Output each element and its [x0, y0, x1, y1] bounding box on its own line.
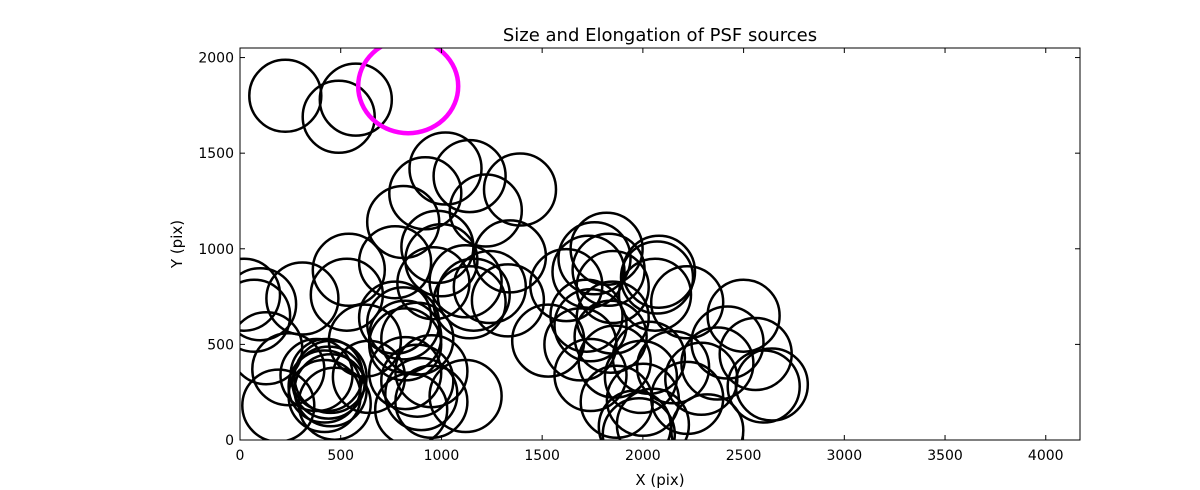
psf-marker	[318, 62, 394, 137]
psf-marker	[265, 261, 340, 336]
psf-marker	[617, 257, 693, 332]
chart-title: Size and Elongation of PSF sources	[503, 25, 817, 46]
psf-marker	[248, 58, 323, 134]
psf-marker	[241, 368, 316, 440]
y-tick-label: 2000	[198, 51, 234, 67]
psf-marker	[549, 278, 624, 353]
psf-marker	[601, 397, 677, 440]
y-axis: 0 500 1000 1500 2000	[198, 51, 1080, 449]
psf-marker	[603, 339, 679, 415]
psf-marker	[373, 372, 449, 440]
psf-marker	[396, 245, 471, 321]
psf-marker	[367, 335, 443, 411]
x-tick-label: 2000	[625, 448, 661, 464]
psf-marker	[251, 331, 326, 407]
psf-marker	[448, 173, 524, 248]
plot-frame	[239, 47, 1081, 441]
y-tick-label: 500	[207, 337, 234, 353]
psf-marker	[428, 244, 503, 319]
psf-marker	[384, 356, 459, 432]
psf-marker	[279, 337, 354, 413]
x-tick-label: 3500	[927, 448, 963, 464]
y-axis-label: Y (pix)	[168, 220, 186, 269]
y-tick-label: 1500	[198, 146, 234, 162]
psf-marker	[380, 343, 455, 418]
psf-marker	[452, 249, 528, 325]
x-axis-label: X (pix)	[635, 471, 684, 489]
psf-markers	[240, 48, 810, 440]
psf-marker	[301, 79, 376, 155]
x-tick-label: 4000	[1028, 448, 1064, 464]
psf-marker	[482, 152, 558, 227]
psf-marker	[293, 353, 368, 428]
psf-marker	[240, 266, 298, 342]
psf-marker	[470, 263, 546, 338]
psf-marker	[240, 257, 282, 332]
psf-marker	[635, 330, 711, 405]
psf-marker	[557, 221, 632, 296]
x-axis: 0 500 1000 1500 2000 2500 3000 3500 4000	[236, 48, 1064, 464]
psf-marker	[571, 232, 646, 308]
psf-marker	[240, 278, 292, 353]
psf-marker	[428, 358, 503, 434]
x-tick-label: 0	[236, 448, 245, 464]
y-tick-label: 1000	[198, 242, 234, 258]
highlighted-psf-marker	[355, 48, 461, 136]
psf-marker	[706, 278, 781, 353]
psf-marker	[621, 234, 697, 309]
psf-marker	[573, 299, 648, 374]
psf-marker	[311, 232, 387, 308]
x-tick-label: 500	[327, 448, 354, 464]
y-tick-label: 0	[225, 433, 234, 449]
psf-marker	[432, 138, 507, 214]
psf-marker	[619, 240, 695, 315]
psf-marker	[553, 337, 628, 413]
psf-marker	[649, 265, 725, 340]
x-tick-label: 1500	[524, 448, 560, 464]
psf-marker	[436, 257, 511, 332]
x-tick-label: 2500	[726, 448, 762, 464]
psf-marker	[726, 349, 801, 424]
psf-marker	[357, 224, 433, 300]
x-tick-label: 1000	[424, 448, 460, 464]
x-tick-label: 3000	[826, 448, 862, 464]
psf-marker	[408, 131, 483, 206]
psf-marker	[597, 389, 673, 440]
